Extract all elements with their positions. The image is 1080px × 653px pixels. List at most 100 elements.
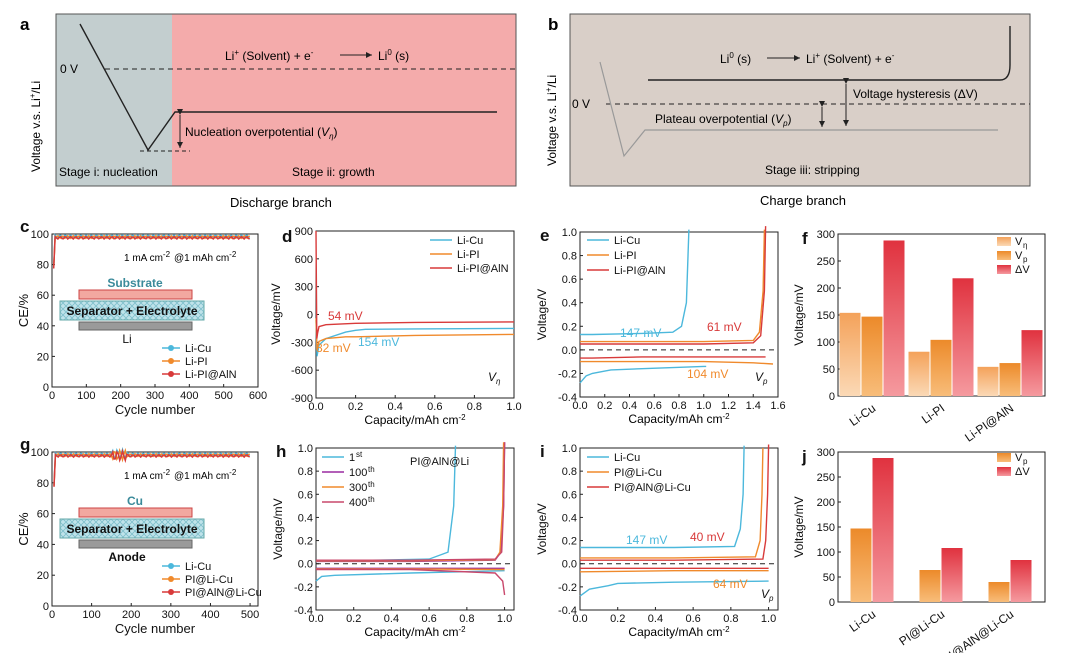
- legend-0-swatch-dot: [168, 345, 174, 351]
- legend-0-label: Li-Cu: [614, 452, 640, 464]
- y-tick-label: 200: [817, 497, 835, 509]
- charge-curve-2: [580, 444, 770, 561]
- legend-1-label: 100: [349, 467, 367, 479]
- bar-Vp-0: [861, 316, 883, 396]
- category-label: Li-PI: [919, 401, 947, 427]
- category-label: Li-PI@AlN: [962, 401, 1016, 445]
- condition-part2-sup: -2: [229, 468, 237, 477]
- x-tick-label: 100: [77, 390, 95, 402]
- reaction-equation: Li0 (s): [720, 51, 751, 66]
- annotation-82mv: 82 mV: [316, 341, 351, 355]
- plot-frame: [51, 451, 259, 607]
- x-axis-label-sup: -2: [458, 413, 466, 422]
- reaction-product: Li0 (s): [378, 48, 409, 63]
- y-tick-label: -0.2: [558, 368, 577, 380]
- condition-part2: @1 mAh cm-2: [174, 468, 237, 482]
- panel-letter: f: [802, 229, 808, 248]
- annotation-40mv: 40 mV: [690, 530, 725, 544]
- y-tick-label: 20: [37, 570, 49, 582]
- caption: Discharge branch: [230, 195, 332, 210]
- x-tick-label: 0.4: [388, 401, 403, 413]
- legend-1-sup: th: [368, 465, 375, 474]
- charge-curve: [648, 26, 1011, 81]
- panel-letter: h: [276, 442, 286, 461]
- panel-letter: g: [20, 435, 30, 454]
- y-tick-label: 0.0: [562, 559, 577, 571]
- bar-Vη-0: [839, 312, 861, 396]
- discharge-curve: [79, 23, 497, 152]
- y-tick-label: 0.0: [298, 559, 313, 571]
- x-tick-label: 0.2: [597, 400, 612, 412]
- x-axis-label: Capacity/mAh cm-2: [628, 412, 730, 426]
- zero-label: 0 V: [572, 97, 590, 111]
- y-tick-label: 100: [817, 337, 835, 349]
- x-tick-label: 500: [241, 609, 259, 621]
- panel-letter: c: [20, 217, 29, 236]
- legend-2-label: PI@AlN@Li-Cu: [614, 482, 691, 494]
- x-tick-label: 0.8: [459, 613, 474, 625]
- discharge-curve-3: [316, 568, 506, 596]
- y-tick-label: -0.4: [294, 605, 313, 617]
- y-axis-label: Voltage/mV: [271, 498, 285, 559]
- x-tick-label: 0.0: [572, 400, 587, 412]
- x-tick-label: 1.0: [696, 400, 711, 412]
- category-label: PI@AlN@Li-Cu: [940, 607, 1017, 653]
- legend-0-sup: st: [356, 450, 363, 459]
- x-axis-label: Cycle number: [115, 402, 196, 417]
- y-tick-label: 300: [295, 282, 313, 294]
- y-tick-label: 80: [37, 478, 49, 490]
- x-tick-label: 0.8: [467, 401, 482, 413]
- y-tick-label: 0.6: [298, 489, 313, 501]
- bar-ΔV-2: [1021, 330, 1043, 396]
- y-tick-label: 60: [37, 290, 49, 302]
- stage-iii-label: Stage iii: stripping: [765, 163, 860, 177]
- stage-i-region: [56, 14, 172, 186]
- legend-0-label: Li-Cu: [614, 235, 640, 247]
- x-tick-label: 0.4: [384, 613, 399, 625]
- y-tick-label: 50: [823, 364, 835, 376]
- v-eta-subscript: η: [496, 377, 501, 386]
- schematic-separator-label: Separator + Electrolyte: [66, 522, 197, 536]
- bar-Vp-2: [999, 363, 1021, 396]
- x-tick-label: 1.6: [770, 400, 785, 412]
- discharge-curve-1: [579, 570, 769, 573]
- legend-0-label: 1: [349, 452, 355, 464]
- x-tick-label: 0.0: [572, 613, 587, 625]
- panel-g: g 0 100 200 300 400 500 0 20 40 60 80 100 CE/% Cycle n…: [16, 435, 262, 636]
- y-tick-label: 1.0: [562, 443, 577, 455]
- condition-part1: 1 mA cm-2: [124, 250, 171, 264]
- stage-i-label: Stage i: nucleation: [59, 165, 158, 179]
- y-axis-label: Voltage/mV: [792, 284, 806, 345]
- plot-frame: [579, 231, 779, 398]
- y-tick-label: -0.2: [558, 582, 577, 594]
- x-tick-label: 300: [146, 390, 164, 402]
- condition-part1-sup: -2: [163, 250, 171, 259]
- discharge-curve-2: [580, 356, 766, 359]
- bar-Vp-0: [850, 528, 872, 602]
- x-tick-label: 300: [162, 609, 180, 621]
- y-tick-label: 1.0: [298, 443, 313, 455]
- schematic-separator: [59, 518, 205, 539]
- annotation-104mv: 104 mV: [687, 367, 728, 381]
- y-tick-label: 150: [817, 310, 835, 322]
- y-tick-label: -300: [291, 337, 313, 349]
- x-tick-label: 0.4: [622, 400, 637, 412]
- curve-1: [315, 318, 515, 350]
- x-tick-label: 0.0: [308, 613, 323, 625]
- legend-1-label: PI@Li-Cu: [614, 467, 662, 479]
- legend-3-sup: th: [368, 495, 375, 504]
- bar-ΔV-1: [941, 548, 963, 602]
- y-tick-label: -600: [291, 365, 313, 377]
- legend-0-swatch-dot: [168, 563, 174, 569]
- x-axis-label-sup: -2: [722, 625, 730, 634]
- y-tick-label: 600: [295, 254, 313, 266]
- x-tick-label: 0.6: [427, 401, 442, 413]
- y-tick-label: 0.8: [298, 466, 313, 478]
- discharge-curve-0: [315, 570, 505, 582]
- panel-letter: i: [540, 442, 545, 461]
- discharge-curve-1: [580, 360, 774, 365]
- y-tick-label: 60: [37, 509, 49, 521]
- category-label: Li-Cu: [847, 607, 879, 635]
- plot-frame: [579, 447, 779, 611]
- v-eta-label: V: [488, 370, 497, 384]
